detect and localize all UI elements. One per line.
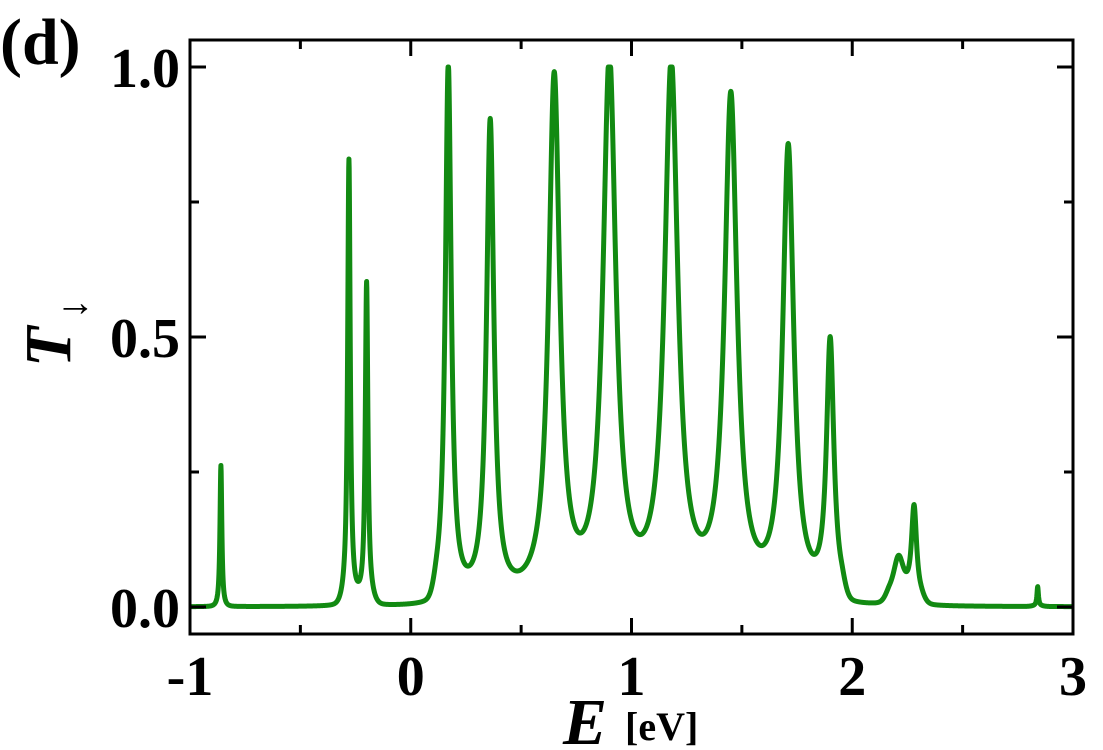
panel-label: (d)	[0, 6, 81, 79]
y-tick-label: 0.5	[110, 308, 180, 370]
y-axis-label: T ↓	[12, 299, 95, 367]
tick-layer	[188, 40, 1075, 634]
y-tick-label: 0.0	[110, 578, 180, 640]
transmission-series-line	[190, 64, 1073, 610]
x-tick-label: 0	[397, 646, 425, 708]
plot-area	[188, 38, 1075, 636]
y-tick-label: 1.0	[110, 38, 180, 100]
y-axis-subscript: ↓	[50, 299, 95, 319]
x-tick-label: 3	[1059, 646, 1087, 708]
x-tick-label: -1	[167, 646, 214, 708]
x-tick-label: 2	[838, 646, 866, 708]
plot-frame	[188, 38, 1075, 636]
x-axis-label: E [eV]	[562, 686, 698, 750]
y-axis-symbol: T	[12, 324, 85, 367]
x-axis-unit: [eV]	[625, 704, 698, 749]
x-tick-label: 1	[618, 646, 646, 708]
series-layer	[190, 64, 1073, 610]
x-axis-symbol: E	[562, 686, 607, 750]
